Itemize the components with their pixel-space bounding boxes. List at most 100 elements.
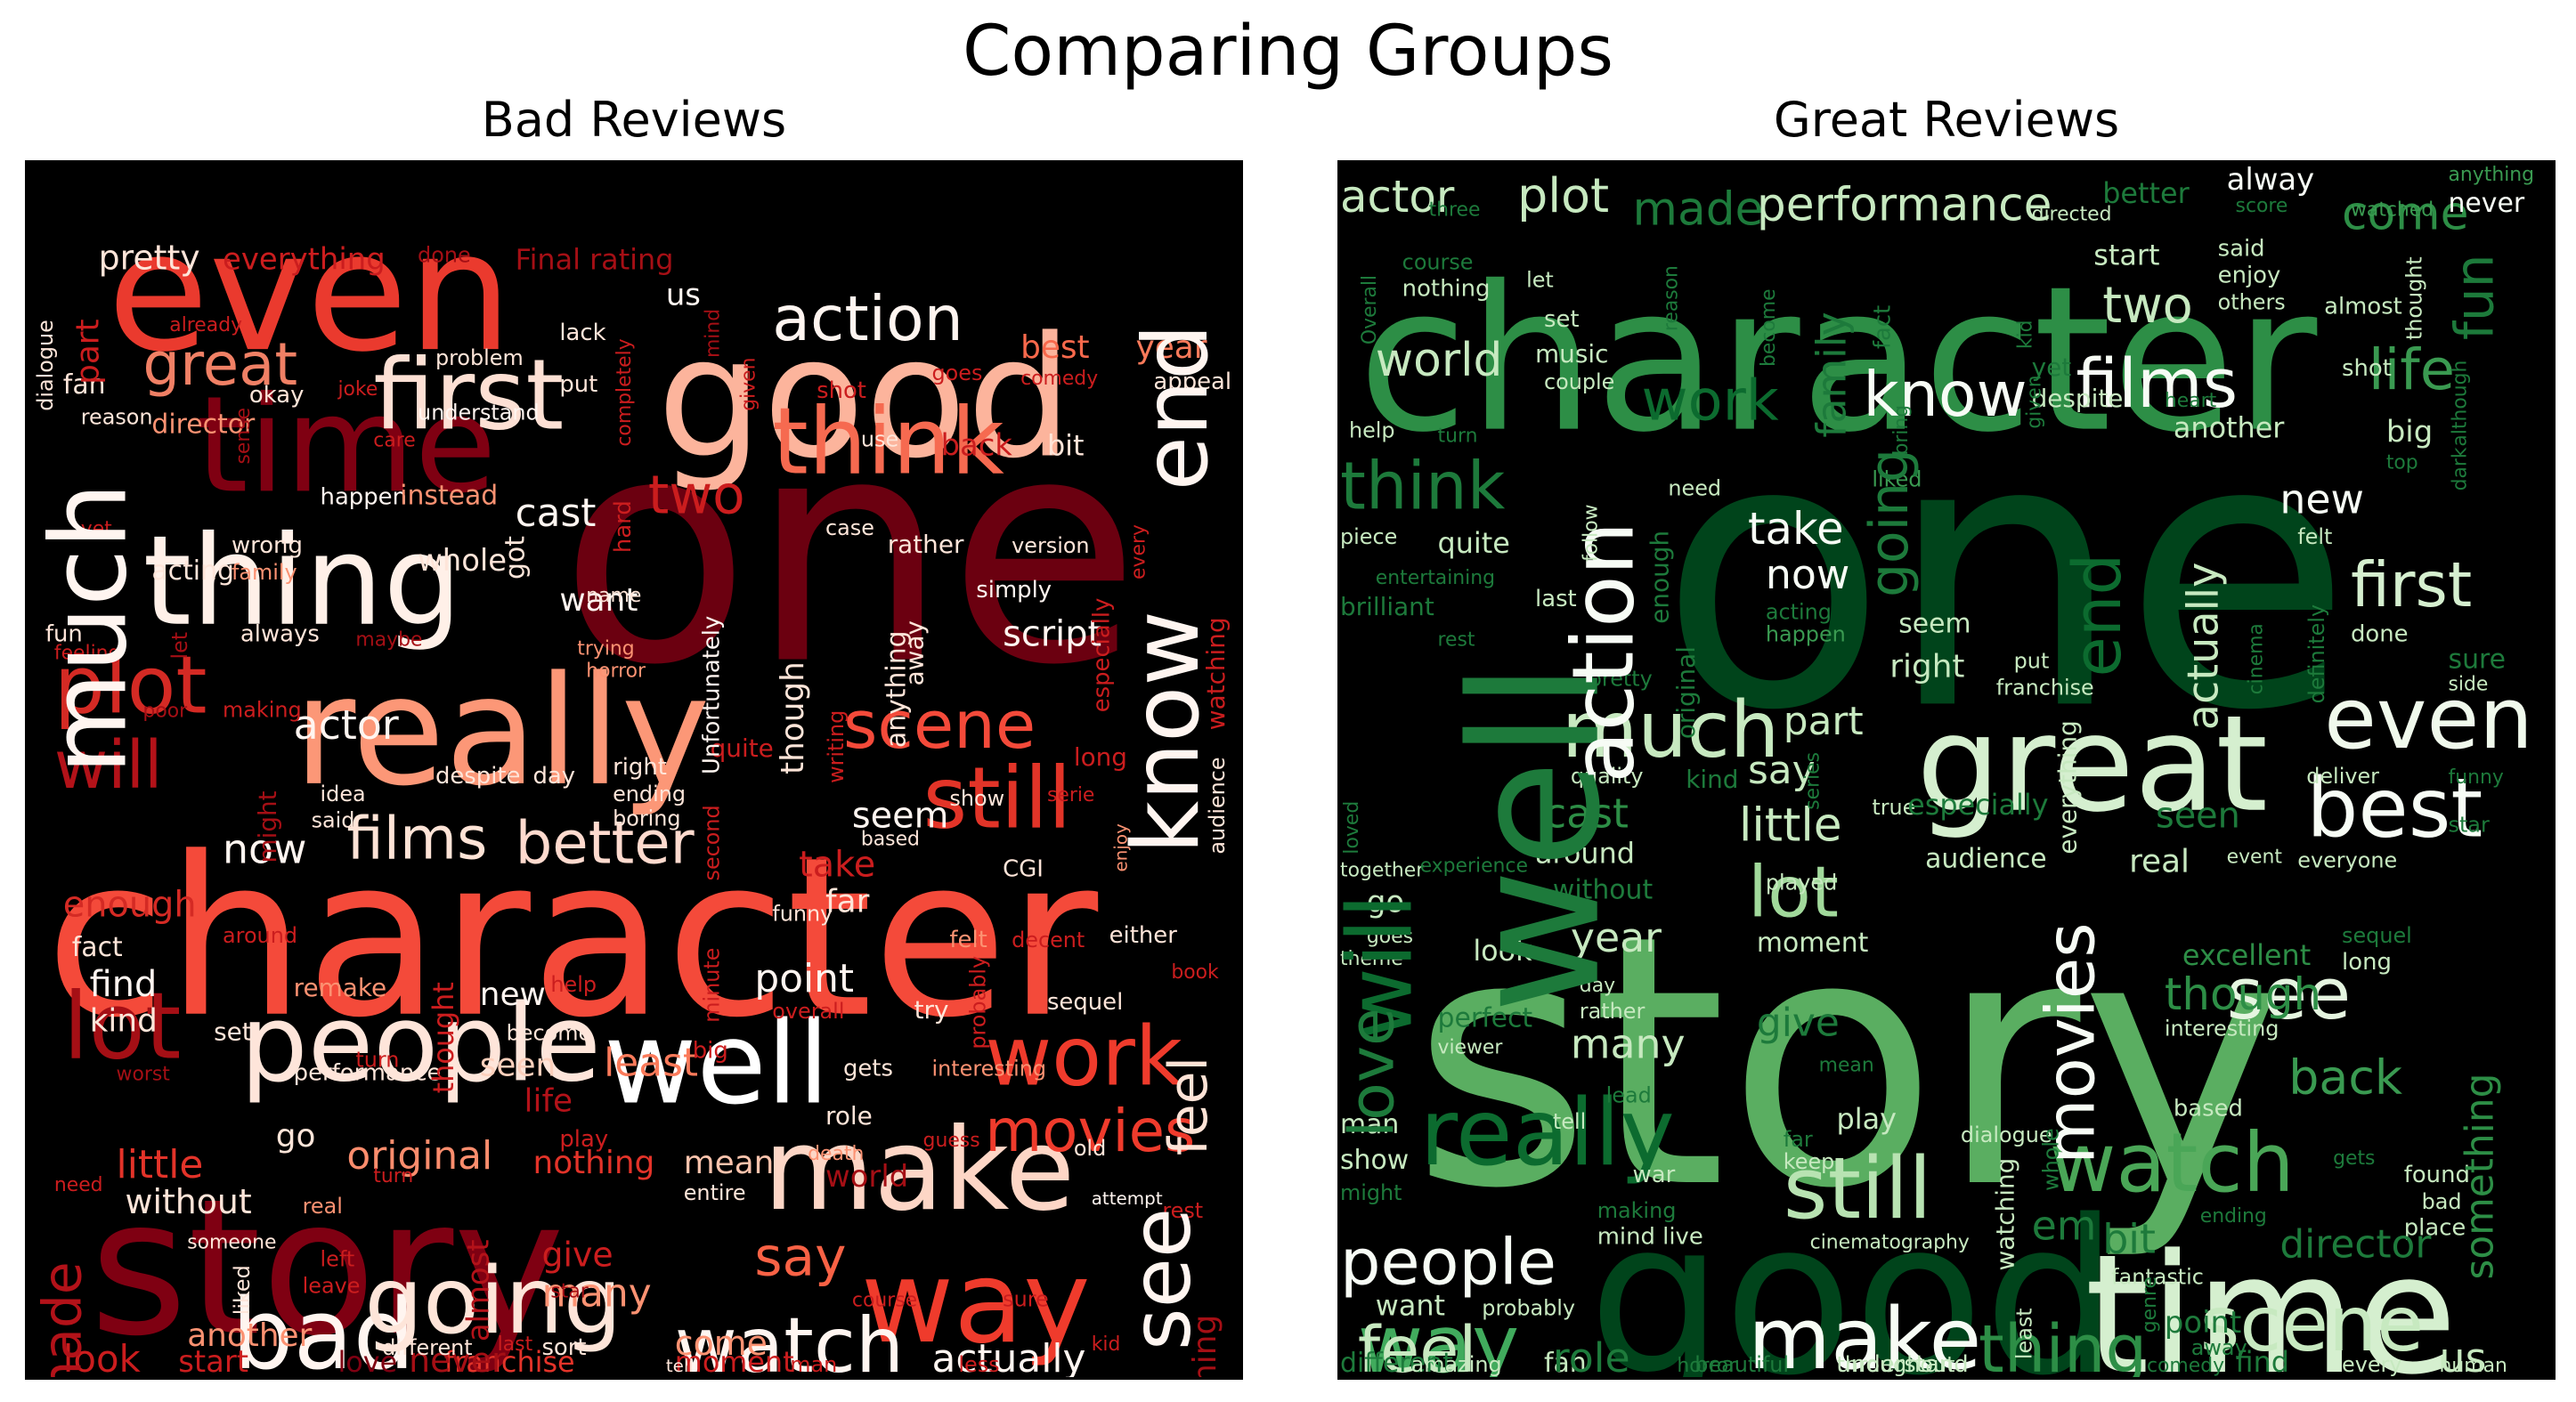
cloud-word-interesting: interesting xyxy=(2165,1017,2279,1041)
cloud-word-day: day xyxy=(533,763,576,790)
cloud-word-us: us xyxy=(666,277,701,312)
cloud-word-said: said xyxy=(312,808,355,833)
cloud-word-character: character xyxy=(45,811,1099,1066)
cloud-word-second: second xyxy=(700,805,725,880)
cloud-word-sure: sure xyxy=(1003,1286,1049,1311)
cloud-word-make: make xyxy=(763,1105,1075,1236)
cloud-word-experience: experience xyxy=(1420,855,1528,877)
cloud-word-big: big xyxy=(2386,415,2433,450)
cloud-word-away: away xyxy=(2191,1335,2247,1360)
cloud-word-will: will xyxy=(1340,894,1433,1040)
cloud-word-time: time xyxy=(196,368,496,523)
cloud-word-case: case xyxy=(825,515,874,540)
cloud-word-role: role xyxy=(1553,1333,1630,1377)
panel-title-bad-reviews: Bad Reviews xyxy=(481,92,787,148)
cloud-word-star: star xyxy=(2449,813,2490,838)
cloud-word-worst: worst xyxy=(117,1063,171,1085)
cloud-word-liked: liked xyxy=(1872,466,1922,491)
cloud-word-boring: boring xyxy=(613,806,680,831)
cloud-word-start: start xyxy=(178,1344,248,1377)
cloud-word-find: find xyxy=(2236,1345,2289,1377)
cloud-word-great: great xyxy=(1916,687,2268,842)
cloud-word-put: put xyxy=(559,371,597,398)
cloud-word-attempt: attempt xyxy=(1092,1188,1163,1209)
cloud-word-name: name xyxy=(586,585,641,607)
cloud-word-fan: fan xyxy=(1544,1348,1587,1377)
cloud-word-care: care xyxy=(373,430,415,452)
cloud-word-reason: reason xyxy=(81,405,153,430)
cloud-word-audience: audience xyxy=(1925,844,2047,875)
cloud-word-completely: completely xyxy=(614,338,636,446)
cloud-word-lead: lead xyxy=(1606,1082,1652,1107)
cloud-word-either: either xyxy=(1109,922,1178,949)
cloud-word-without: without xyxy=(126,1182,252,1221)
cloud-word-quite: quite xyxy=(711,733,774,763)
cloud-word-original: original xyxy=(346,1133,492,1179)
cloud-word-come: come xyxy=(2342,188,2468,241)
cloud-word-war: war xyxy=(1633,1162,1676,1188)
cloud-word-rest: rest xyxy=(1438,629,1475,652)
cloud-word-world: world xyxy=(1376,334,1503,387)
cloud-word-fact: fact xyxy=(1869,305,1896,349)
cloud-word-day: day xyxy=(1580,975,1615,997)
cloud-word-instead: instead xyxy=(400,480,498,511)
cloud-word-one: one xyxy=(1659,358,2352,791)
cloud-word-going: going xyxy=(364,1248,622,1355)
cloud-word-story: story xyxy=(1411,862,2286,1264)
cloud-word-maybe: maybe xyxy=(355,629,422,652)
cloud-word-overall: Overall xyxy=(1359,275,1381,344)
cloud-word-never: never xyxy=(409,1341,506,1377)
cloud-word-seem: seem xyxy=(852,796,949,837)
cloud-word-great: great xyxy=(142,331,297,399)
cloud-word-heart: heart xyxy=(2165,390,2217,412)
cloud-word-without: without xyxy=(1553,874,1653,905)
cloud-word-viewer: viewer xyxy=(1438,1037,1503,1059)
cloud-word-tell: tell xyxy=(1553,1109,1586,1134)
cloud-word-keep: keep xyxy=(1784,1149,1835,1174)
cloud-word-still: still xyxy=(1784,1139,1932,1238)
cloud-word-whole: whole xyxy=(2038,1128,2063,1191)
cloud-word-directed: directed xyxy=(2032,204,2112,226)
cloud-word-fun: fun xyxy=(45,621,83,648)
cloud-word-least: least xyxy=(604,1040,698,1085)
cloud-word-scene: scene xyxy=(843,688,1036,764)
cloud-word-different: different xyxy=(1340,1348,1453,1377)
cloud-word-around: around xyxy=(223,923,297,948)
cloud-word-enough: enough xyxy=(63,884,197,925)
cloud-word-mean: mean xyxy=(684,1145,775,1181)
cloud-word-cinema: cinema xyxy=(2245,623,2267,694)
cloud-word-thing: thing xyxy=(142,509,462,653)
cloud-word-entire: entire xyxy=(684,1180,746,1205)
cloud-word-perfect: perfect xyxy=(1438,1003,1533,1034)
cloud-word-see: see xyxy=(1113,1208,1208,1350)
cloud-word-remake: remake xyxy=(294,973,386,1002)
cloud-word-despite: despite xyxy=(2032,384,2124,413)
cloud-word-say: say xyxy=(1748,748,1816,793)
cloud-word-feel: feel xyxy=(1358,1312,1476,1377)
panel-title-great-reviews: Great Reviews xyxy=(1773,92,2120,148)
cloud-word-theme: theme xyxy=(1340,948,1403,970)
cloud-word-play: play xyxy=(1837,1102,1897,1136)
cloud-word-much: much xyxy=(1562,685,1780,775)
cloud-word-end: end xyxy=(1125,324,1228,491)
cloud-word-sort: sort xyxy=(541,1334,586,1361)
cloud-word-trying: trying xyxy=(577,638,634,660)
cloud-word-actually: actually xyxy=(932,1336,1086,1377)
cloud-word-way: way xyxy=(861,1237,1091,1369)
cloud-word-performance: performance xyxy=(294,1059,442,1086)
cloud-word-come: come xyxy=(675,1324,768,1363)
cloud-word-know: know xyxy=(1113,611,1220,855)
cloud-word-well: well xyxy=(1433,661,1639,1014)
cloud-word-book: book xyxy=(1171,961,1219,984)
wordcloud-bad-reviews: one character story even good really time thing… xyxy=(25,160,1243,1380)
cloud-word-director: director xyxy=(2279,1222,2431,1268)
cloud-word-give: give xyxy=(541,1236,613,1275)
cloud-word-need: need xyxy=(54,1174,103,1196)
cloud-word-cinematography: cinematography xyxy=(1810,1232,1970,1254)
cloud-word-least: least xyxy=(2012,1308,2037,1359)
cloud-word-done: done xyxy=(418,243,471,268)
cloud-word-funny: funny xyxy=(772,901,833,926)
cloud-word-said: said xyxy=(2218,236,2265,263)
cloud-word-though: though xyxy=(2165,968,2321,1020)
cloud-word-look: look xyxy=(1473,934,1532,968)
